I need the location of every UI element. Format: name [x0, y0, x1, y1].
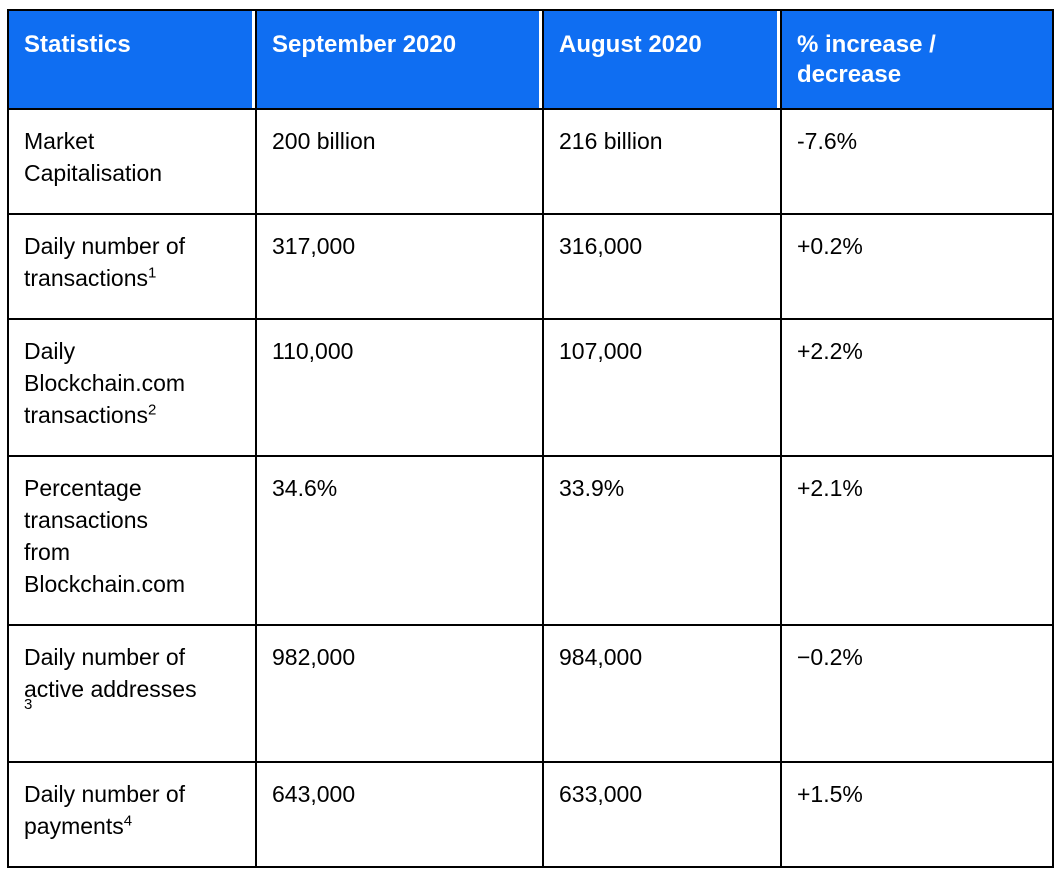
table-row: Daily number of active addresses 3 982,000… — [7, 624, 1054, 763]
stat-label-line: Blockchain.com — [24, 370, 186, 396]
stat-label-line: transactions1 — [24, 264, 157, 291]
column-header-percent-change: % increase / decrease — [780, 9, 1054, 110]
aug-value-cell: 216 billion — [542, 108, 782, 215]
sep-value-cell: 200 billion — [255, 108, 544, 215]
stat-label-cell: Daily Blockchain.com transactions2 — [7, 318, 257, 457]
table-header: Statistics September 2020 August 2020 % … — [7, 9, 1054, 110]
sep-value-cell: 34.6% — [255, 455, 544, 626]
stat-label-line: Daily number of — [24, 644, 186, 670]
aug-value-cell: 316,000 — [542, 213, 782, 320]
footnote-marker: 4 — [123, 812, 133, 830]
stat-label-line: Percentage — [24, 475, 142, 501]
footnote-marker: 3 — [24, 696, 33, 713]
stat-label-line: Daily number of — [24, 233, 186, 259]
statistics-table: Statistics September 2020 August 2020 % … — [7, 9, 1054, 868]
change-value-cell: −0.2% — [780, 624, 1054, 763]
sep-value-cell: 643,000 — [255, 761, 544, 868]
stat-label-line: active addresses — [24, 676, 197, 702]
change-value-cell: +2.1% — [780, 455, 1054, 626]
stat-label-line: from — [24, 539, 70, 565]
stat-label-cell: Market Capitalisation — [7, 108, 257, 215]
stat-label-line: transactions2 — [24, 401, 157, 428]
table-body: Market Capitalisation 200 billion 216 bil… — [7, 108, 1054, 868]
stat-label-line: transactions — [24, 507, 149, 533]
aug-value-cell: 107,000 — [542, 318, 782, 457]
stat-label-cell: Percentage transactions from Blockchain.com — [7, 455, 257, 626]
aug-value-cell: 33.9% — [542, 455, 782, 626]
sep-value-cell: 982,000 — [255, 624, 544, 763]
sep-value-cell: 110,000 — [255, 318, 544, 457]
stat-label-line: 3 — [24, 697, 245, 737]
table-row: Market Capitalisation 200 billion 216 bil… — [7, 108, 1054, 215]
column-header-august-2020: August 2020 — [542, 9, 782, 110]
table-row: Daily number of payments4 643,000 633,000… — [7, 761, 1054, 868]
footnote-marker: 2 — [148, 401, 157, 419]
column-header-statistics: Statistics — [7, 9, 257, 110]
stat-label-line: payments4 — [24, 812, 133, 839]
stat-label-line: Capitalisation — [24, 160, 163, 186]
aug-value-cell: 984,000 — [542, 624, 782, 763]
stat-label-line: Daily — [24, 338, 76, 364]
table-row: Daily number of transactions1 317,000 316… — [7, 213, 1054, 320]
aug-value-cell: 633,000 — [542, 761, 782, 868]
stat-label-cell: Daily number of payments4 — [7, 761, 257, 868]
stat-label-cell: Daily number of transactions1 — [7, 213, 257, 320]
table-row: Percentage transactions from Blockchain.com… — [7, 455, 1054, 626]
stat-label-line: Blockchain.com — [24, 571, 186, 597]
header-row: Statistics September 2020 August 2020 % … — [7, 9, 1054, 110]
footnote-marker: 1 — [148, 264, 157, 282]
stat-label-line: Daily number of — [24, 781, 186, 807]
change-value-cell: +1.5% — [780, 761, 1054, 868]
stat-label-cell: Daily number of active addresses 3 — [7, 624, 257, 763]
change-value-cell: +2.2% — [780, 318, 1054, 457]
stat-label-line: Market — [24, 128, 95, 154]
table-row: Daily Blockchain.com transactions2 110,000… — [7, 318, 1054, 457]
change-value-cell: -7.6% — [780, 108, 1054, 215]
change-value-cell: +0.2% — [780, 213, 1054, 320]
column-header-september-2020: September 2020 — [255, 9, 544, 110]
sep-value-cell: 317,000 — [255, 213, 544, 320]
